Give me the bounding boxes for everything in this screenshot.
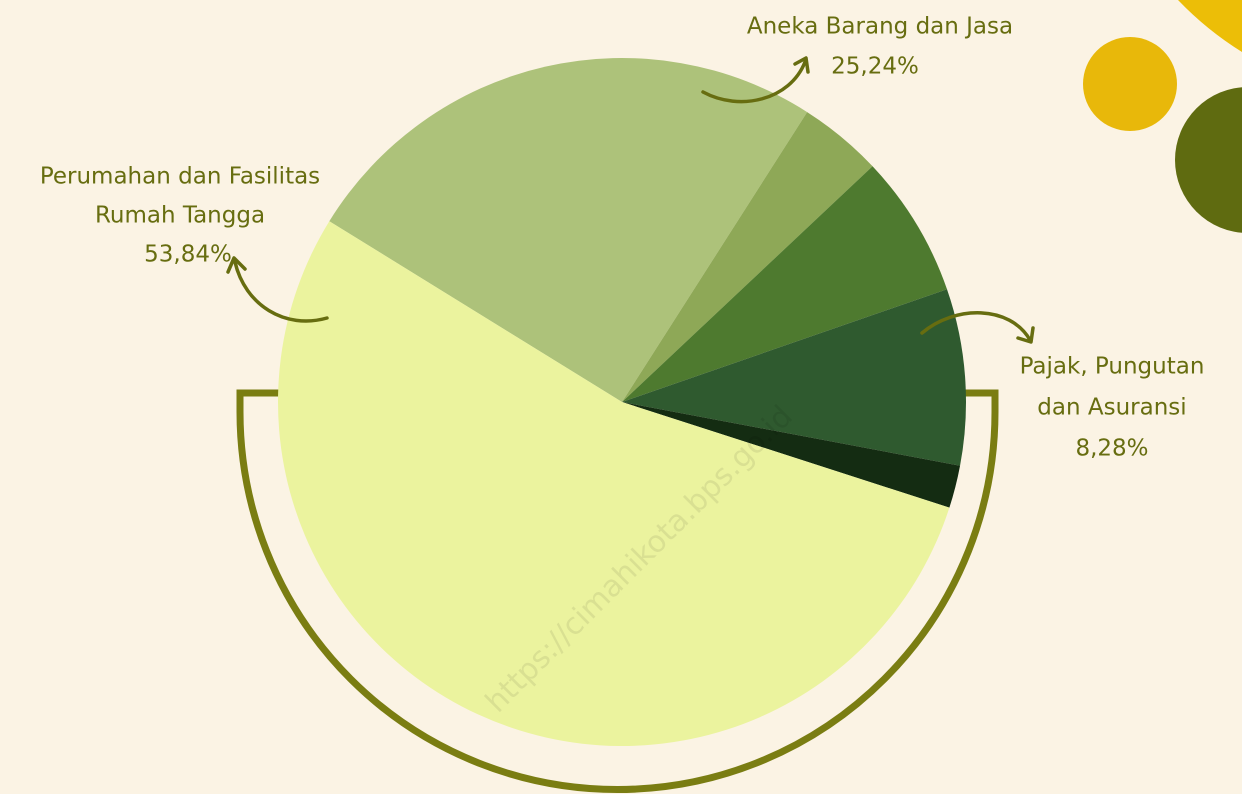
arrowhead — [1016, 326, 1035, 344]
pie-slice — [622, 289, 967, 466]
pie-slice — [329, 57, 808, 402]
deco-circle — [1083, 37, 1177, 131]
pie-slice — [622, 166, 947, 402]
arrowhead — [793, 56, 810, 74]
category-label: Perumahan dan Fasilitas — [40, 164, 320, 190]
labels: Aneka Barang dan Jasa 25,24% Pajak, Pungut… — [40, 14, 1205, 462]
pie-slice — [622, 112, 873, 402]
category-label: Aneka Barang dan Jasa — [747, 14, 1013, 40]
pie-slice — [278, 221, 950, 746]
arrowhead — [226, 256, 247, 274]
value-label: 53,84% — [144, 242, 232, 268]
arrow — [701, 60, 807, 104]
category-label: Rumah Tangga — [95, 203, 265, 229]
category-label: dan Asuransi — [1037, 395, 1186, 421]
deco-corner — [1178, 0, 1242, 52]
category-label: Pajak, Pungutan — [1020, 354, 1205, 380]
value-label: 25,24% — [831, 54, 919, 80]
arrow — [920, 311, 1032, 342]
pie-slice — [622, 402, 961, 508]
deco-circle — [1175, 87, 1242, 233]
deco-bracket — [236, 389, 999, 793]
arrow — [233, 260, 329, 323]
arrows — [226, 56, 1035, 344]
pie — [278, 57, 967, 746]
value-label: 8,28% — [1075, 436, 1148, 462]
